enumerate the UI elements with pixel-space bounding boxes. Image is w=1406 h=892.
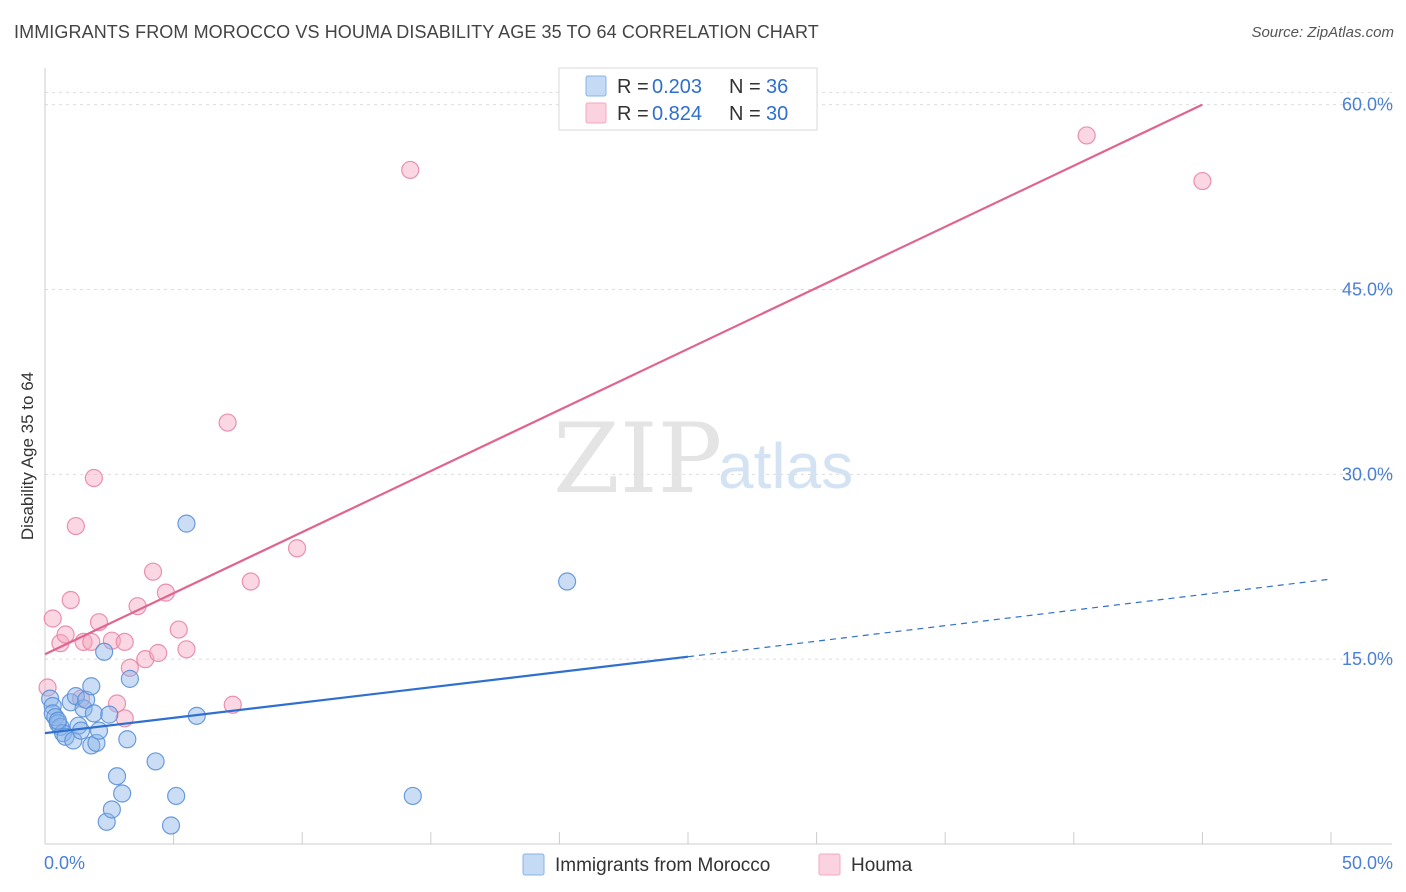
data-point-houma	[1077, 126, 1096, 145]
data-point-houma	[56, 625, 75, 644]
y-tick-labels: 15.0% 30.0% 45.0% 60.0%	[1342, 95, 1393, 670]
y-tick-label: 45.0%	[1342, 279, 1393, 299]
data-point-morocco	[107, 767, 127, 786]
legend-r-value-houma: 0.824	[652, 103, 702, 125]
data-point-morocco	[89, 721, 109, 740]
series-legend: Immigrants from Morocco Houma	[522, 853, 913, 876]
data-point-morocco	[77, 690, 96, 709]
x-tick-label-min: 0.0%	[44, 853, 85, 873]
data-point-morocco	[118, 730, 137, 749]
data-point-houma	[401, 160, 420, 180]
stats-legend: R = 0.203 N = 36 R = 0.824 N = 30	[558, 67, 818, 131]
trend-lines	[44, 103, 1332, 735]
x-tick-label-max: 50.0%	[1342, 853, 1393, 873]
bottom-legend-label-houma: Houma	[851, 855, 913, 876]
legend-n-label-houma: N =	[729, 103, 761, 125]
legend-r-value-morocco: 0.203	[652, 76, 702, 98]
legend-r-label-morocco: R =	[617, 76, 649, 98]
data-point-houma	[218, 413, 237, 432]
y-tick-label: 30.0%	[1342, 464, 1393, 484]
data-point-houma	[115, 632, 134, 652]
data-point-morocco	[146, 752, 165, 771]
legend-n-value-houma: 30	[766, 103, 788, 125]
data-point-houma	[143, 562, 163, 581]
data-point-morocco	[120, 669, 139, 688]
data-point-houma	[287, 539, 307, 558]
bottom-legend-swatch-morocco	[522, 853, 545, 876]
data-point-morocco	[82, 677, 101, 696]
trend-line-morocco-extension	[687, 578, 1332, 658]
source-label: Source: ZipAtlas.com	[1251, 24, 1394, 41]
legend-r-label-houma: R =	[617, 103, 649, 125]
bottom-legend-swatch-houma	[818, 853, 841, 876]
data-point-houma	[66, 516, 85, 536]
data-point-houma	[177, 640, 196, 659]
data-point-houma	[241, 572, 260, 591]
data-point-morocco	[177, 514, 196, 533]
data-point-houma	[149, 643, 168, 663]
data-point-morocco	[161, 816, 181, 835]
series-morocco	[41, 514, 577, 835]
data-point-morocco	[558, 572, 577, 591]
data-point-houma	[43, 609, 62, 628]
legend-swatch-houma	[585, 102, 607, 124]
data-point-morocco	[113, 784, 132, 803]
data-point-morocco	[95, 642, 114, 661]
y-tick-label: 15.0%	[1342, 649, 1393, 669]
data-point-morocco	[41, 689, 60, 708]
data-point-morocco	[48, 711, 67, 730]
legend-swatch-morocco	[585, 75, 607, 97]
data-point-houma	[84, 468, 103, 488]
y-axis-title: Disability Age 35 to 64	[18, 372, 37, 540]
data-point-morocco	[84, 704, 103, 723]
data-point-morocco	[167, 786, 186, 806]
data-point-houma	[61, 590, 80, 610]
data-point-houma	[169, 620, 188, 639]
bottom-legend-label-morocco: Immigrants from Morocco	[555, 855, 770, 876]
trend-line-morocco	[44, 655, 689, 735]
series-houma	[38, 126, 1212, 728]
data-point-houma	[223, 695, 242, 714]
legend-n-value-morocco: 36	[766, 76, 788, 98]
x-ticks	[44, 832, 1332, 844]
data-point-houma	[1193, 171, 1212, 191]
data-point-houma	[38, 678, 57, 697]
legend-n-label-morocco: N =	[729, 76, 761, 98]
watermark-zip: ZIP	[553, 403, 722, 515]
trend-line-houma	[44, 103, 1203, 656]
chart-title: IMMIGRANTS FROM MOROCCO VS HOUMA DISABIL…	[14, 22, 819, 42]
data-point-morocco	[102, 800, 121, 819]
y-tick-label: 60.0%	[1342, 95, 1393, 115]
watermark-atlas: atlas	[718, 430, 853, 502]
data-point-morocco	[403, 786, 422, 806]
data-point-morocco	[100, 705, 119, 724]
